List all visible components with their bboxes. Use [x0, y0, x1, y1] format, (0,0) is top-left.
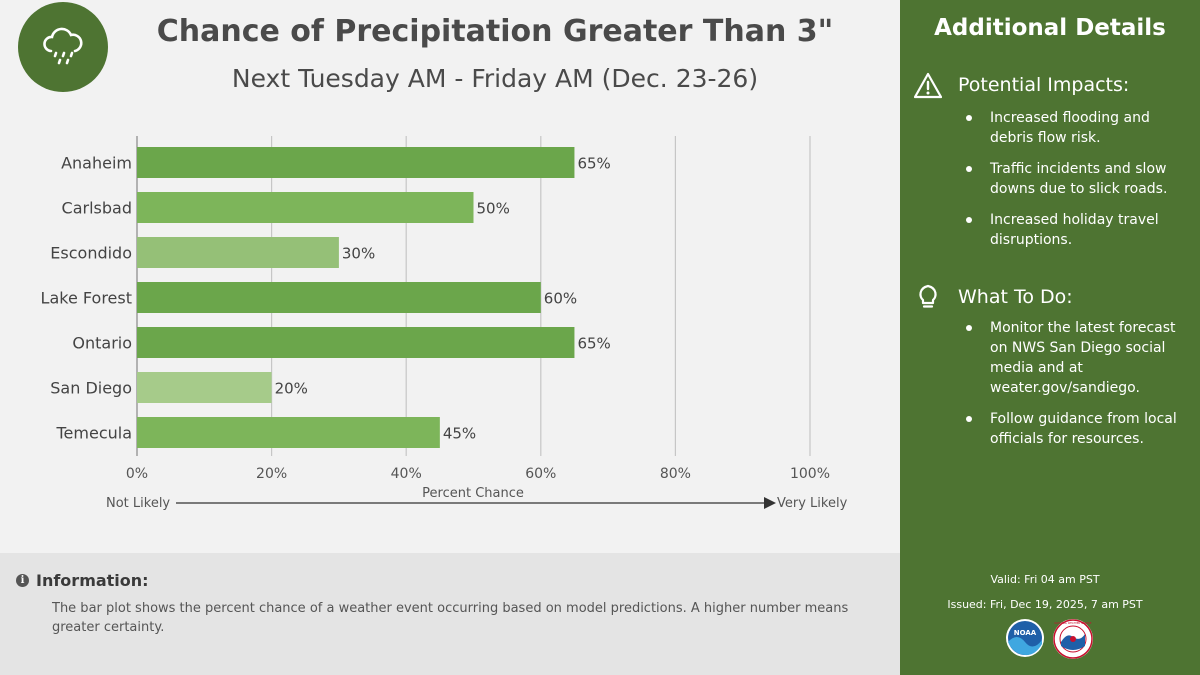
information-heading: Information:: [36, 571, 149, 590]
bar: [137, 282, 541, 313]
noaa-logo-text: NOAA: [1014, 629, 1037, 637]
nws-logo: NATIONAL WEATHER SERVICE: [1053, 619, 1093, 659]
bar: [137, 147, 575, 178]
labels: 0% 20% 40% 60% 80% 100% Anaheim 65% Carlsbad 50% E…: [41, 154, 830, 483]
chart-subtitle: Next Tuesday AM - Friday AM (Dec. 23-26): [231, 64, 759, 93]
x-axis-label: Percent Chance: [422, 486, 524, 501]
x-tick-label: 0%: [126, 466, 148, 482]
info-icon: i: [16, 574, 29, 587]
category-label: Escondido: [50, 244, 132, 263]
category-label: Lake Forest: [41, 289, 132, 308]
x-tick-label: 60%: [525, 466, 556, 482]
information-text: The bar plot shows the percent chance of…: [52, 601, 849, 635]
what-to-do-heading: What To Do:: [958, 286, 1073, 308]
bar: [137, 192, 474, 223]
nws-logo-text: NATIONAL WEATHER SERVICE: [1054, 621, 1091, 625]
value-label: 60%: [544, 290, 577, 308]
what-to-do-list: Monitor the latest forecast on NWS San D…: [966, 318, 1191, 460]
likelihood-arrowhead: [764, 497, 776, 509]
rain-cloud-icon: [43, 27, 83, 65]
x-tick-label: 80%: [660, 466, 691, 482]
scale-right-label: Very Likely: [777, 496, 848, 511]
value-label: 20%: [275, 380, 308, 398]
bar-chart: 0% 20% 40% 60% 80% 100% Anaheim 65% Carlsbad 50% E…: [41, 136, 848, 511]
potential-impacts-list: Increased flooding and debris flow risk.…: [966, 108, 1191, 261]
list-item: Follow guidance from local officials for…: [966, 409, 1191, 449]
bar: [137, 372, 272, 403]
bar: [137, 327, 575, 358]
category-label: Anaheim: [61, 154, 132, 173]
list-item: Monitor the latest forecast on NWS San D…: [966, 318, 1191, 398]
additional-details-panel: Additional Details Potential Impacts: In…: [900, 0, 1200, 675]
bar: [137, 417, 440, 448]
chart-title: Chance of Precipitation Greater Than 3": [156, 14, 834, 49]
list-item: Increased flooding and debris flow risk.: [966, 108, 1191, 148]
scale-left-label: Not Likely: [106, 496, 170, 511]
potential-impacts-heading: Potential Impacts:: [958, 74, 1130, 96]
x-tick-label: 100%: [790, 466, 830, 482]
value-label: 65%: [577, 155, 610, 173]
additional-details-title: Additional Details: [934, 15, 1166, 41]
warning-icon: [914, 72, 942, 99]
bars: [137, 147, 575, 448]
category-label: Ontario: [72, 334, 132, 353]
main-panel: Chance of Precipitation Greater Than 3" …: [0, 0, 900, 675]
list-item: Traffic incidents and slow downs due to …: [966, 159, 1191, 199]
lightbulb-icon: [919, 284, 937, 308]
issued-time: Issued: Fri, Dec 19, 2025, 7 am PST: [947, 598, 1143, 611]
category-label: Carlsbad: [62, 199, 132, 218]
valid-time: Valid: Fri 04 am PST: [990, 573, 1100, 586]
x-tick-label: 20%: [256, 466, 287, 482]
rain-cloud-badge: [18, 2, 108, 92]
category-label: San Diego: [50, 379, 132, 398]
x-tick-label: 40%: [391, 466, 422, 482]
list-item: Increased holiday travel disruptions.: [966, 210, 1191, 250]
category-label: Temecula: [55, 424, 132, 443]
information-panel: i Information: The bar plot shows the pe…: [0, 553, 900, 675]
value-label: 65%: [577, 335, 610, 353]
value-label: 30%: [342, 245, 375, 263]
value-label: 45%: [443, 425, 476, 443]
value-label: 50%: [477, 200, 510, 218]
noaa-logo: NOAA: [1006, 619, 1044, 657]
bar: [137, 237, 339, 268]
